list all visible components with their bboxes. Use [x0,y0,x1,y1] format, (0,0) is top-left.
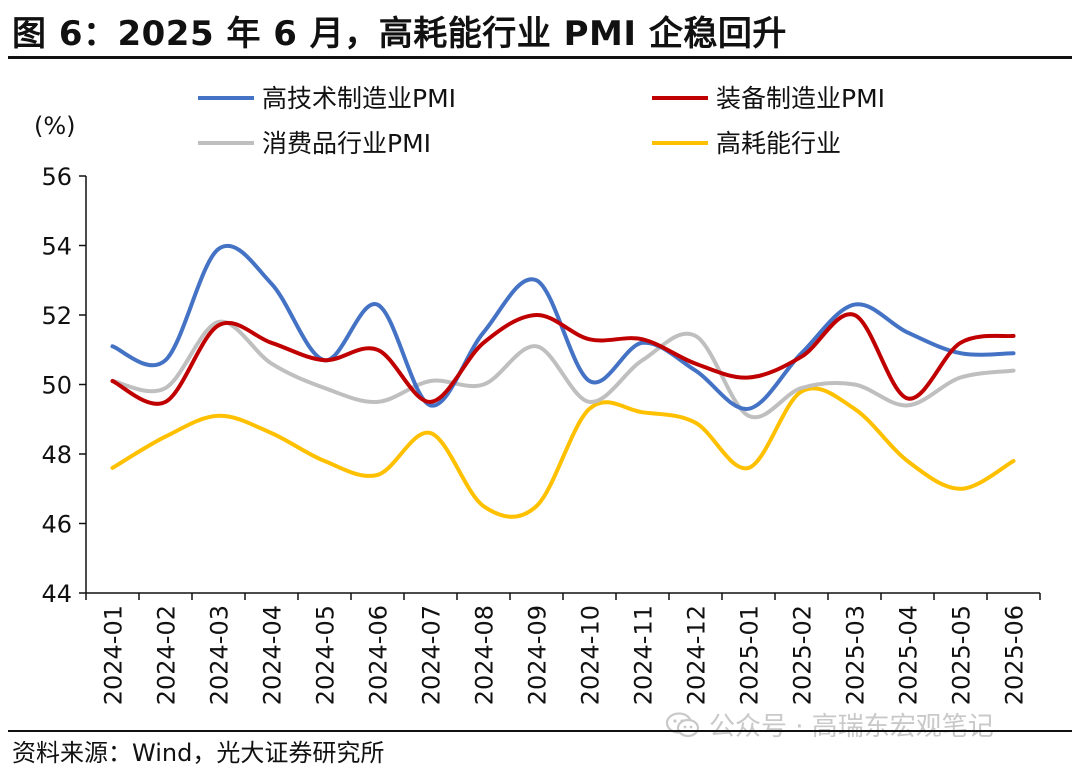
title-rule [8,56,1072,59]
legend-label: 装备制造业PMI [716,84,885,113]
chart-title: 图 6：2025 年 6 月，高耗能行业 PMI 企稳回升 [12,14,787,54]
x-tick-label: 2024-11 [630,605,658,705]
x-tick-label: 2025-05 [948,605,976,705]
x-tick-label: 2024-05 [312,605,340,705]
x-tick-label: 2024-06 [365,605,393,705]
series-line-0 [110,243,1016,411]
x-tick-label: 2024-01 [100,605,128,705]
series-lines [110,243,1016,519]
x-tick-label: 2024-10 [577,605,605,705]
y-tick-label: 52 [41,302,72,330]
x-tick-label: 2025-03 [842,605,870,705]
x-tick-label: 2024-03 [206,605,234,705]
legend-label: 高技术制造业PMI [262,84,456,113]
legend-label: 消费品行业PMI [262,129,431,158]
y-axis-label: (%) [34,112,76,140]
x-tick-label: 2025-06 [1001,605,1029,705]
x-tick-label: 2024-08 [471,605,499,705]
legend-label: 高耗能行业 [716,129,841,158]
y-tick-label: 54 [41,233,72,261]
x-tick-label: 2024-12 [683,605,711,705]
series-line-2 [110,319,1016,420]
y-tick-label: 46 [41,511,72,539]
series-line-1 [110,312,1016,406]
x-tick-label: 2025-02 [789,605,817,705]
x-tick-label: 2025-04 [895,605,923,705]
y-tick-label: 48 [41,441,72,469]
x-tick-label: 2024-07 [418,605,446,705]
x-tick-label: 2024-02 [153,605,181,705]
watermark: 公众号 · 高瑞东宏观笔记 [665,706,994,743]
y-tick-label: 44 [41,580,72,608]
y-tick-label: 50 [41,372,72,400]
y-tick-label: 56 [41,163,72,191]
x-tick-label: 2024-09 [524,605,552,705]
y-axis: 44 46 48 50 52 54 56 [41,163,87,608]
wechat-icon [665,711,700,737]
x-tick-label: 2024-04 [259,605,287,705]
source-note: 资料来源：Wind，光大证券研究所 [12,739,385,767]
x-axis: 2024-01 2024-02 2024-03 2024-04 2024-05 2024-… [85,592,1041,705]
watermark-text: 公众号 · 高瑞东宏观笔记 [709,712,994,742]
x-tick-label: 2025-01 [736,605,764,705]
legend: 高技术制造业PMI 装备制造业PMI 消费品行业PMI 高耗能行业 [198,84,885,158]
series-line-3 [110,386,1016,519]
source-rule [8,730,1072,732]
